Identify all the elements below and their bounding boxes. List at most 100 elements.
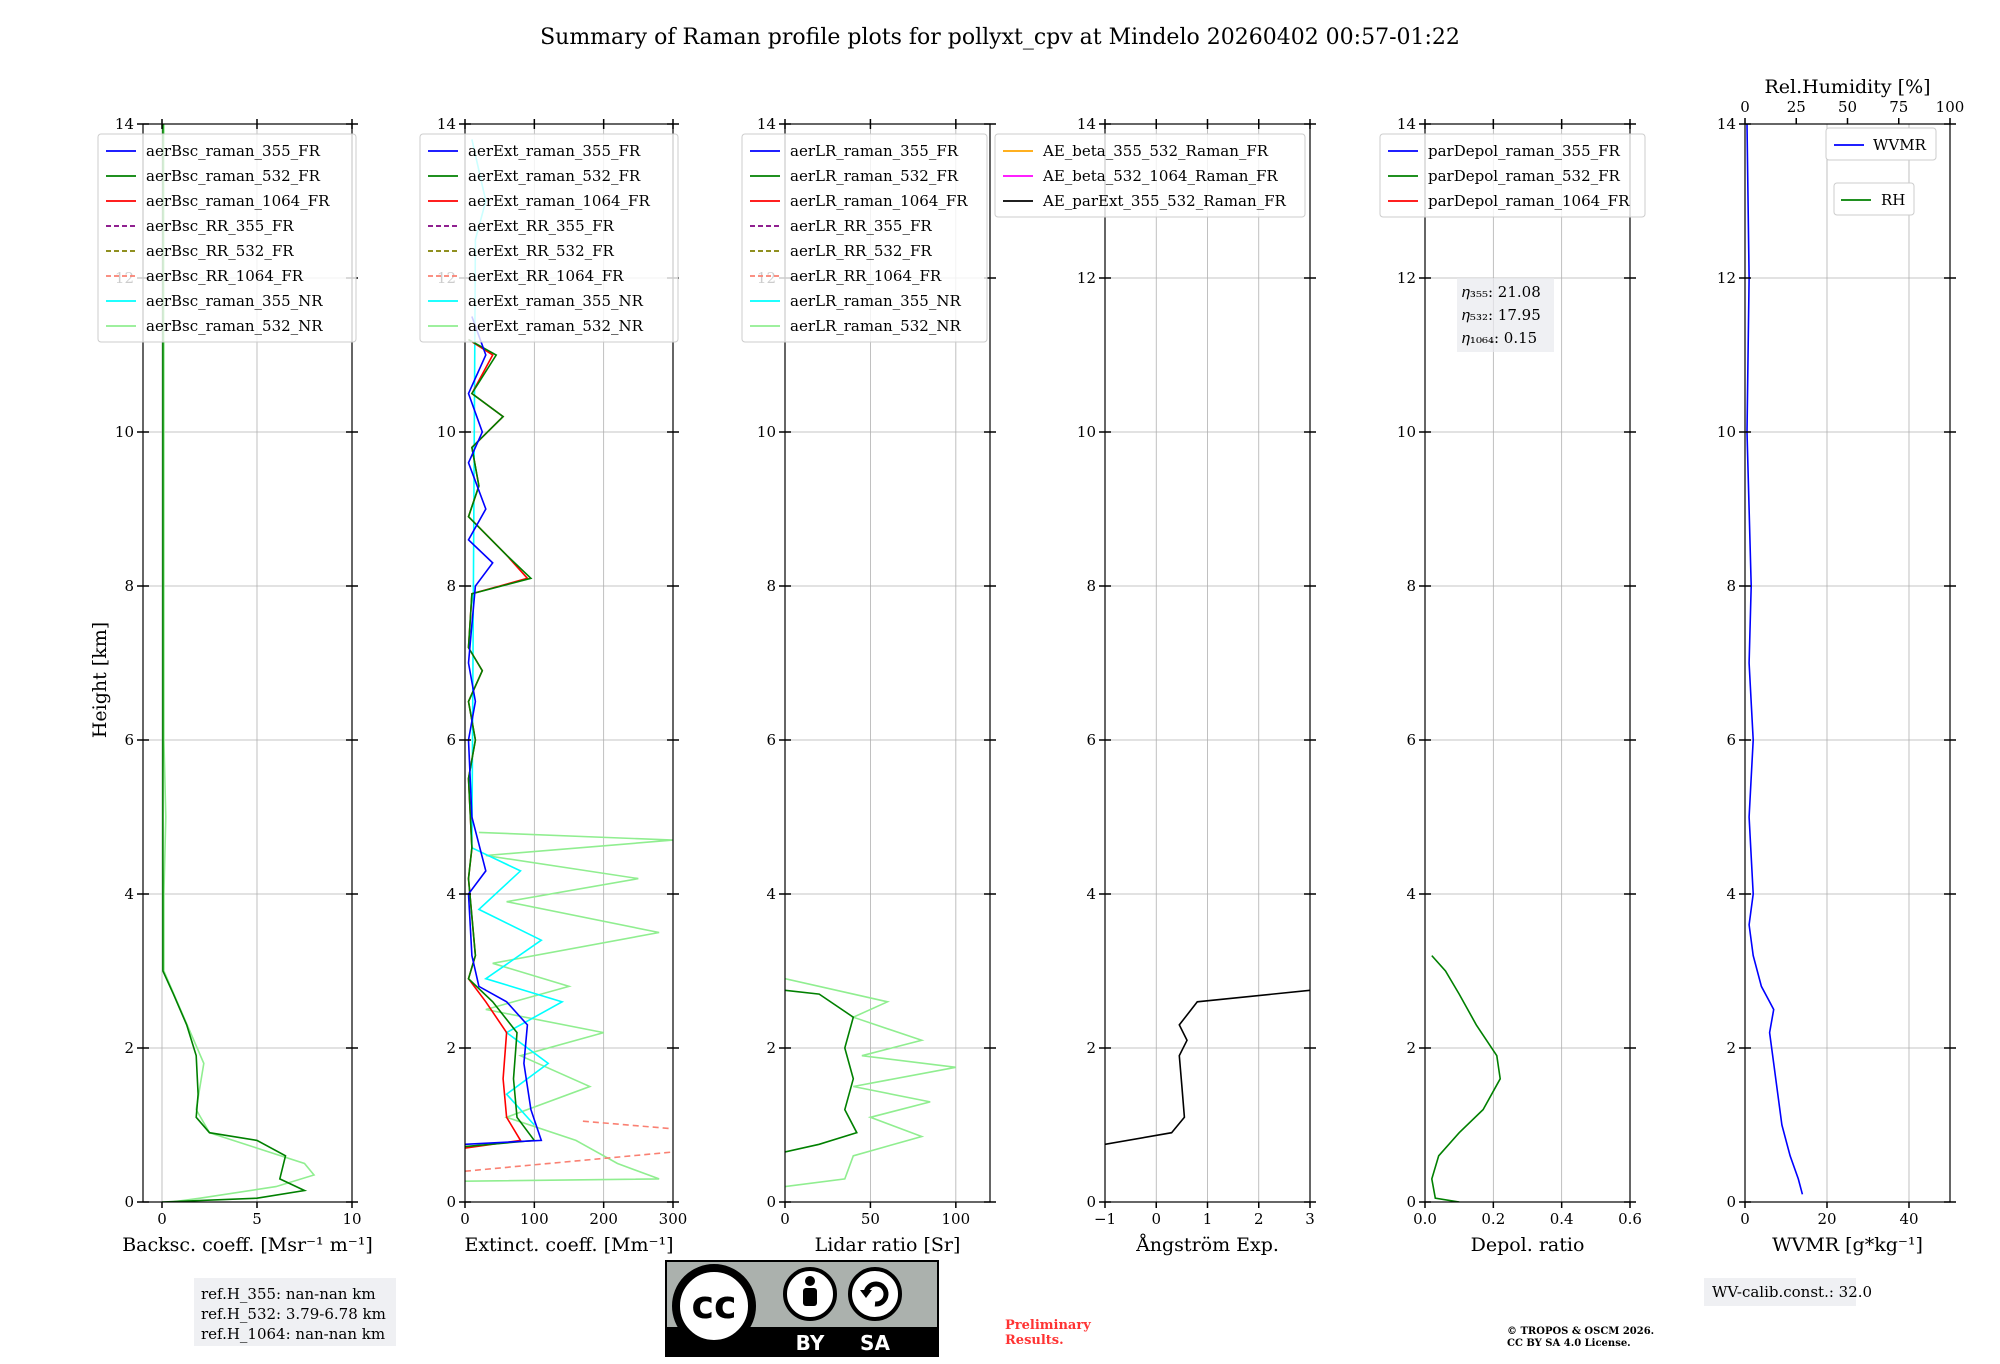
legend-label: aerBsc_raman_1064_FR <box>146 192 330 210</box>
xtick-label: 100 <box>942 1210 971 1228</box>
figure-title: Summary of Raman profile plots for polly… <box>540 25 1460 50</box>
ytick-label: 8 <box>1086 577 1096 595</box>
xlabel-wv: WVMR [g*kg⁻¹] <box>1772 1234 1923 1256</box>
series-line-AE_parExt_355_532_Raman_FR <box>1105 989 1310 1146</box>
eta-label: 𝜂₁₀₆₄: 0.15 <box>1462 329 1537 347</box>
xtick-label: 300 <box>659 1210 688 1228</box>
series-line-aerExt_RR_1064_FR_b <box>465 1151 673 1172</box>
ytick-label: 10 <box>1397 423 1416 441</box>
ref-h1064: ref.H_1064: nan-nan km <box>201 1325 385 1343</box>
legend-label: aerBsc_RR_1064_FR <box>146 267 304 285</box>
legend-label: AE_parExt_355_532_Raman_FR <box>1042 192 1287 210</box>
legend-label: aerLR_raman_355_FR <box>790 142 959 160</box>
xtick-label: 1 <box>1203 1210 1213 1228</box>
legend-box-ae <box>994 133 1306 218</box>
legend-label: aerExt_RR_532_FR <box>468 242 615 260</box>
xtick-label: 10 <box>342 1210 361 1228</box>
series-line-aerBsc_raman_532_FR <box>161 124 308 1202</box>
xtick-label: 0 <box>780 1210 790 1228</box>
series-group-wv <box>1746 124 1804 1195</box>
ytick-label: 10 <box>757 423 776 441</box>
legend-label: aerLR_raman_355_NR <box>790 292 961 310</box>
legend-box-wvmr <box>1825 127 1937 161</box>
legend-label: aerBsc_raman_355_NR <box>146 292 323 310</box>
ytick-label: 2 <box>446 1039 456 1057</box>
ytick-label: 6 <box>124 731 134 749</box>
ytick-label: 4 <box>1406 885 1416 903</box>
series-group-depol <box>1430 955 1502 1202</box>
ytick-label: 14 <box>1717 115 1736 133</box>
ytick-label: 12 <box>1717 269 1736 287</box>
top-xtick-label: 50 <box>1838 98 1857 116</box>
xtick-label: 3 <box>1305 1210 1315 1228</box>
by-attribution-icon <box>783 1267 837 1321</box>
top-xtick-label: 100 <box>1936 98 1965 116</box>
xtick-label: 2 <box>1254 1210 1264 1228</box>
ytick-label: 0 <box>1406 1193 1416 1211</box>
legend-box-ext <box>419 133 679 343</box>
plot-frame-depol <box>1424 123 1631 1203</box>
series-group-lr <box>785 977 956 1188</box>
ytick-label: 4 <box>766 885 776 903</box>
cc-license-badge: cc BY SA <box>665 1260 939 1357</box>
panel-ext: 024681012140100200300Extinct. coeff. [Mm… <box>419 115 688 1256</box>
legend-box-rh <box>1833 182 1915 216</box>
ytick-label: 8 <box>766 577 776 595</box>
series-group-bsc <box>161 124 316 1202</box>
cc-logo-text: cc <box>691 1283 736 1327</box>
xtick-label: 0 <box>1151 1210 1161 1228</box>
xtick-label: −1 <box>1094 1210 1116 1228</box>
legend-box-depol <box>1379 133 1646 218</box>
top-xtick-label: 25 <box>1787 98 1806 116</box>
plot-frame-lr <box>784 123 991 1203</box>
copyright-line2: CC BY SA 4.0 License. <box>1507 1338 1631 1349</box>
xtick-label: 0.6 <box>1618 1210 1642 1228</box>
sa-label: SA <box>860 1331 890 1355</box>
ytick-label: 4 <box>1726 885 1736 903</box>
legend-label: aerLR_raman_532_FR <box>790 167 959 185</box>
ytick-label: 2 <box>124 1039 134 1057</box>
top-xtick-label: 75 <box>1889 98 1908 116</box>
legend-box-bsc <box>97 133 357 343</box>
series-line-aerBsc_raman_532_NR <box>163 124 316 1202</box>
ytick-label: 8 <box>124 577 134 595</box>
ytick-label: 4 <box>1086 885 1096 903</box>
ytick-label: 0 <box>766 1193 776 1211</box>
legend-label: aerBsc_raman_532_NR <box>146 317 323 335</box>
xtick-label: 0.4 <box>1550 1210 1574 1228</box>
ytick-label: 4 <box>446 885 456 903</box>
legend-label: parDepol_raman_1064_FR <box>1428 192 1630 210</box>
legend-label: aerLR_raman_1064_FR <box>790 192 968 210</box>
legend-label: aerExt_RR_355_FR <box>468 217 615 235</box>
series-line-aerExt_raman_532_FR <box>465 338 536 1148</box>
legend-label: WVMR <box>1873 136 1927 154</box>
xtick-label: 40 <box>1899 1210 1918 1228</box>
top-xtick-label: 0 <box>1740 98 1750 116</box>
ytick-label: 8 <box>446 577 456 595</box>
series-line-aerExt_raman_355_FR <box>465 316 543 1146</box>
xtick-label: 0.2 <box>1481 1210 1505 1228</box>
legend-label: aerBsc_RR_532_FR <box>146 242 294 260</box>
legend-label: AE_beta_532_1064_Raman_FR <box>1042 167 1278 185</box>
legend-label: aerLR_RR_532_FR <box>790 242 932 260</box>
ytick-label: 6 <box>1406 731 1416 749</box>
ytick-label: 4 <box>124 885 134 903</box>
legend-box-lr <box>741 133 988 343</box>
series-line-parDepol_raman_532_FR <box>1430 955 1502 1202</box>
series-line-aerExt_RR_1064_FR <box>582 1120 673 1130</box>
legend-label: aerLR_RR_355_FR <box>790 217 932 235</box>
series-line-WVMR <box>1746 124 1804 1195</box>
legend-label: aerExt_raman_355_NR <box>468 292 644 310</box>
xlabel-ae: Ångström Exp. <box>1135 1234 1279 1256</box>
ytick-label: 2 <box>1726 1039 1736 1057</box>
eta-label: 𝜂₃₅₅: 21.08 <box>1462 283 1541 301</box>
xtick-label: 0 <box>1740 1210 1750 1228</box>
legend-label: aerLR_raman_532_NR <box>790 317 961 335</box>
series-group-ae <box>1105 989 1310 1146</box>
legend-label: aerExt_raman_355_FR <box>468 142 641 160</box>
ytick-label: 6 <box>766 731 776 749</box>
legend-label: aerExt_raman_532_NR <box>468 317 644 335</box>
